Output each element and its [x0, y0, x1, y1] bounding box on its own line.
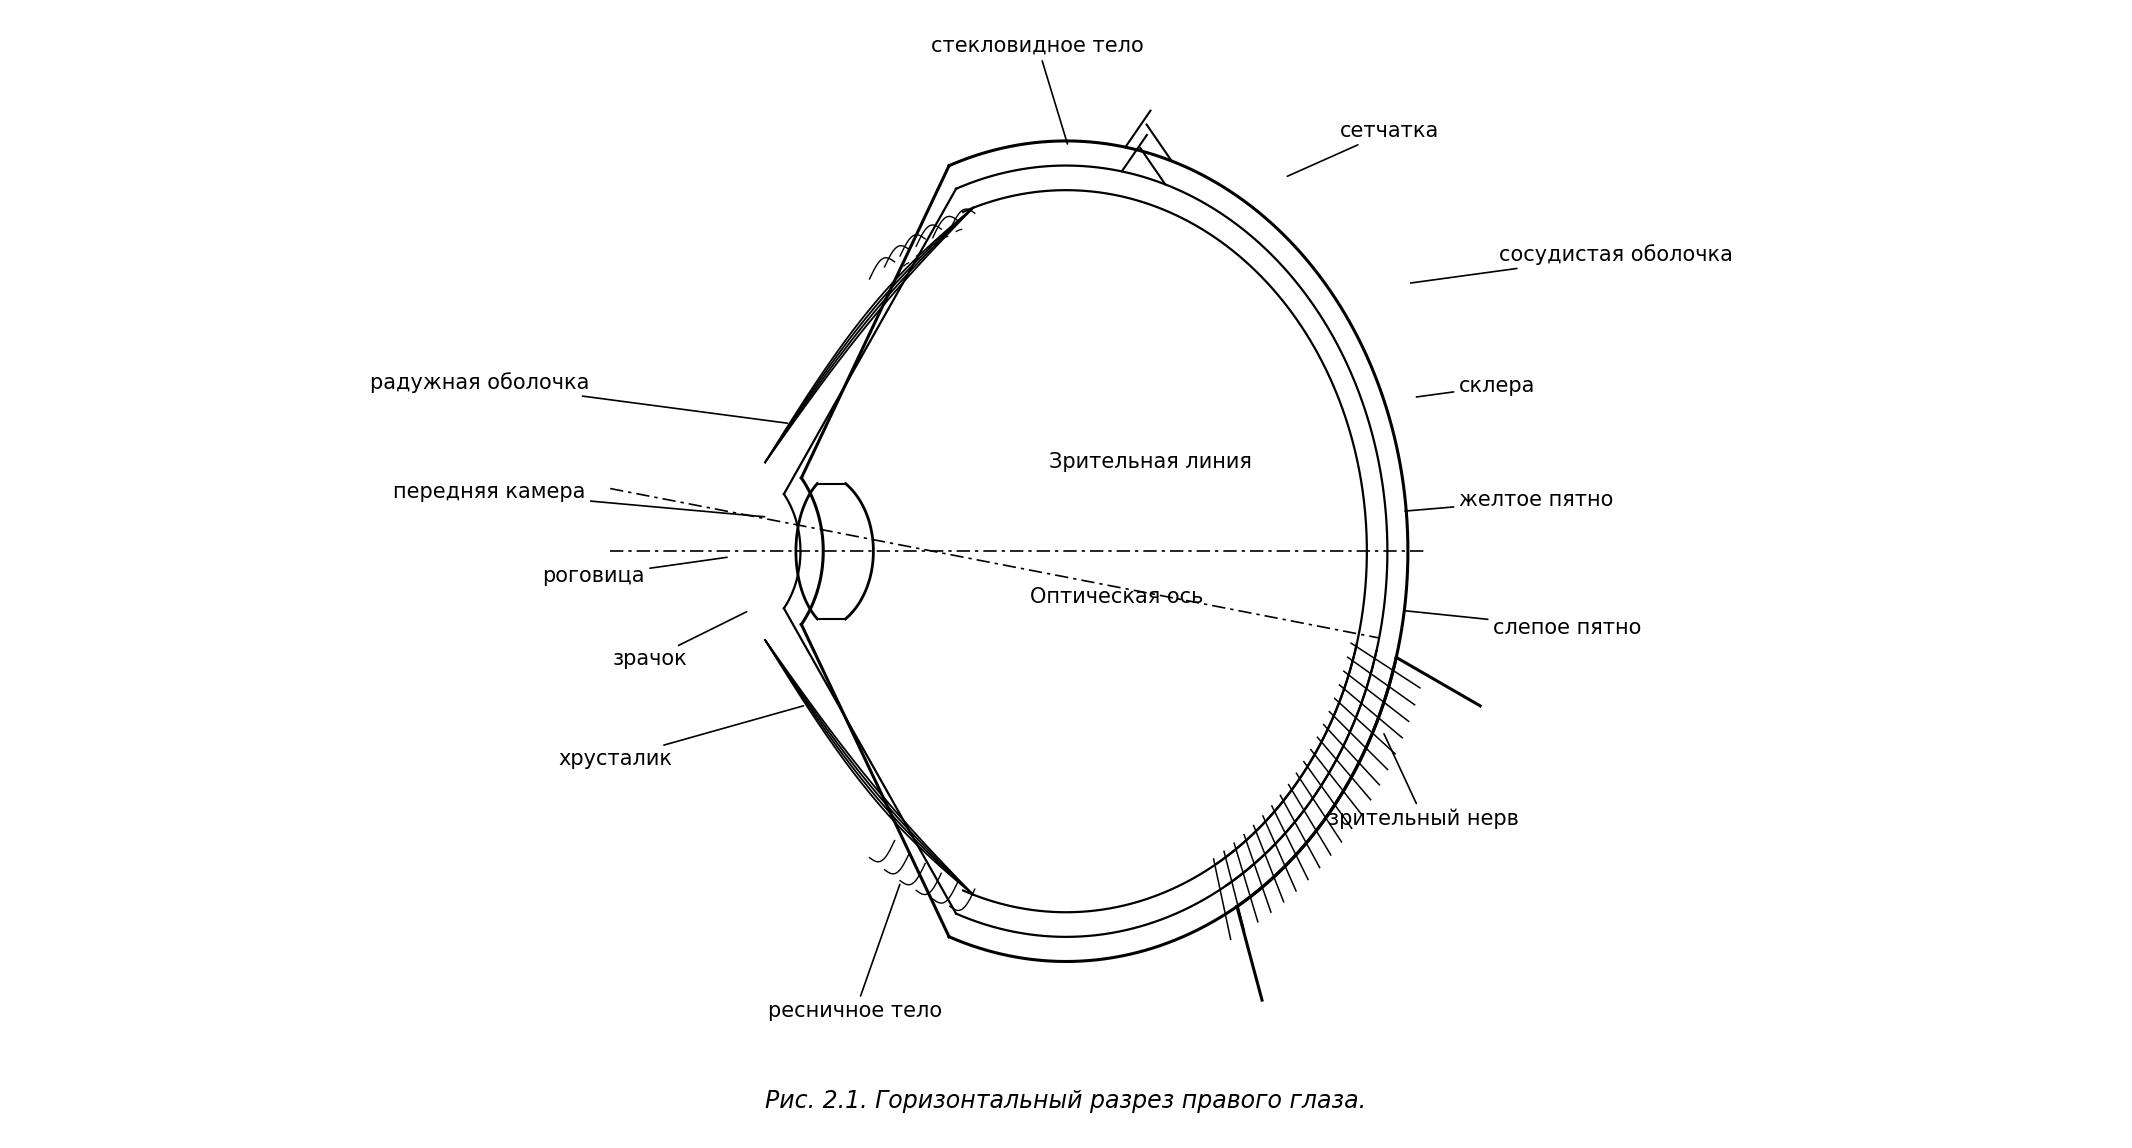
Text: сетчатка: сетчатка [1288, 121, 1439, 177]
Text: Рис. 2.1. Горизонтальный разрез правого глаза.: Рис. 2.1. Горизонтальный разрез правого … [765, 1088, 1367, 1112]
Text: Зрительная линия: Зрительная линия [1049, 452, 1251, 472]
Text: передняя камера: передняя камера [392, 482, 765, 517]
Text: Оптическая ось: Оптическая ось [1030, 587, 1202, 607]
Text: слепое пятно: слепое пятно [1405, 611, 1642, 637]
Text: склера: склера [1416, 375, 1535, 397]
Text: желтое пятно: желтое пятно [1405, 490, 1614, 511]
Text: сосудистая оболочка: сосудистая оболочка [1411, 245, 1733, 284]
Text: радужная оболочка: радужная оболочка [371, 372, 787, 424]
Text: хрусталик: хрусталик [559, 706, 804, 769]
Text: ресничное тело: ресничное тело [768, 884, 942, 1022]
Text: роговица: роговица [542, 557, 727, 587]
Text: стекловидное тело: стекловидное тело [932, 36, 1145, 144]
Text: зрачок: зрачок [612, 612, 746, 669]
Text: зрительный нерв: зрительный нерв [1328, 734, 1518, 829]
